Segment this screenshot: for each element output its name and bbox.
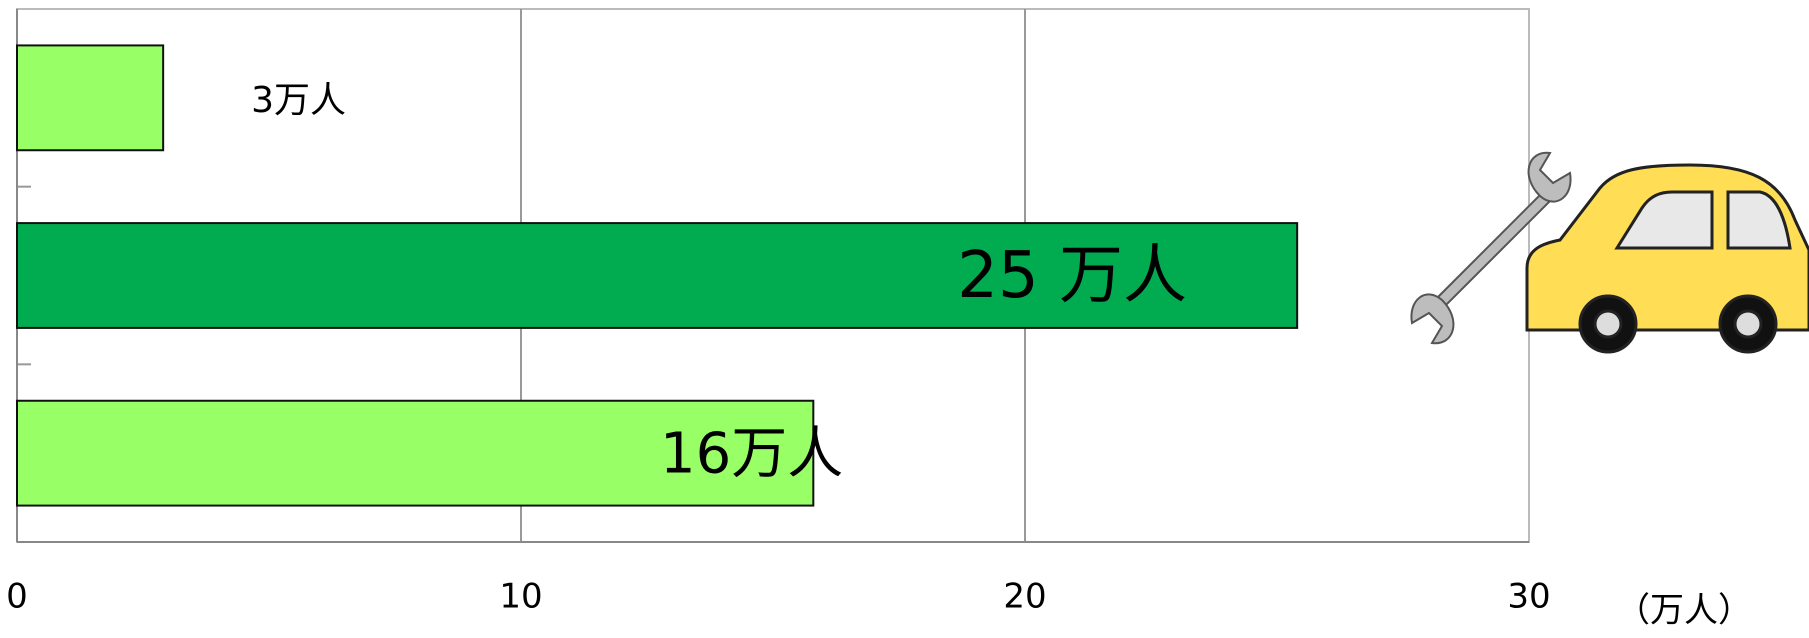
- data-label: 25 万人: [957, 239, 1187, 313]
- car: [1525, 163, 1809, 354]
- bar: [16, 222, 1299, 329]
- x-tick-label: 10: [499, 577, 542, 617]
- x-axis-unit: （万人）: [1616, 591, 1752, 631]
- x-tick-label: 0: [6, 577, 28, 617]
- illustration: [1410, 151, 1809, 354]
- data-label: 16万人: [660, 421, 843, 486]
- data-label: 3万人: [251, 80, 346, 121]
- x-tick-label: 30: [1507, 577, 1550, 617]
- bar: [16, 399, 815, 507]
- wrench: [1410, 151, 1572, 345]
- x-tick-label: 20: [1003, 577, 1046, 617]
- bar: [16, 44, 165, 152]
